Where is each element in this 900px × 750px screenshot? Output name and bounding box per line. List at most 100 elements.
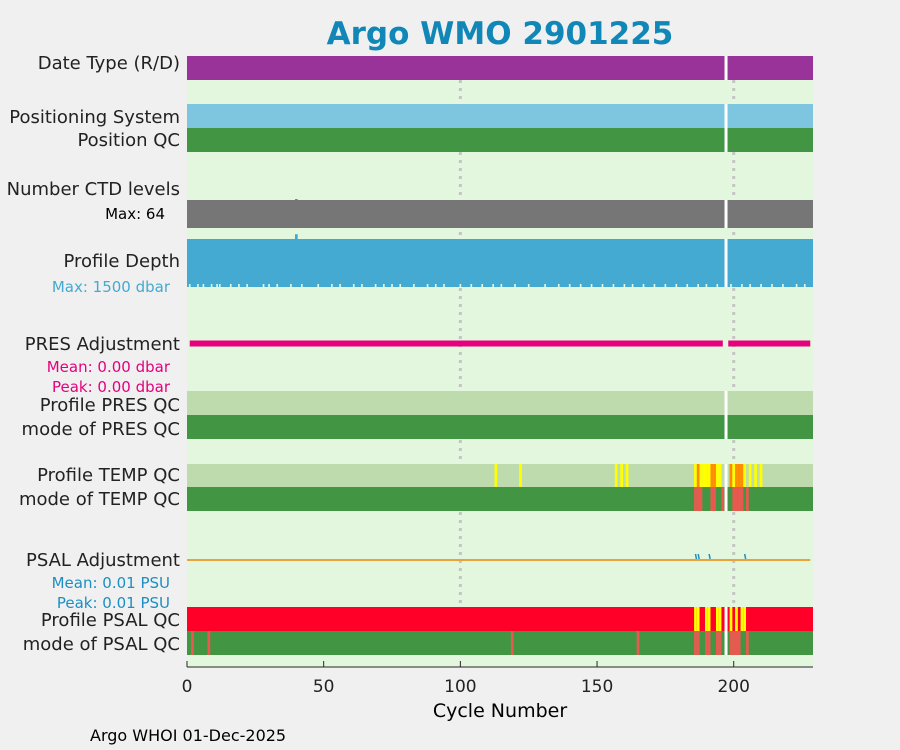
profile-depth-gap [262,284,265,287]
profile-depth-spike [294,234,298,239]
temp-qc-flag [620,464,624,487]
psal-mode-flag [705,631,708,655]
psal-adjust-tick [743,553,747,560]
psal-qc-flag [743,607,747,631]
row-label-date-type: Date Type (R/D) [38,53,180,74]
temp-qc-flag [614,464,618,487]
psal-mode-flag [737,631,741,655]
row-label-profile-psal-qc: Profile PSAL QC [41,610,180,631]
temp-mode-flag [721,487,725,511]
row-label-mode-temp-qc: mode of TEMP QC [19,489,180,510]
profile-depth-gap [210,284,213,287]
x-tick-label-150: 150 [581,677,613,697]
profile-depth-gap [216,284,218,287]
temp-mode-flag [694,487,697,511]
temp-qc-flag [754,464,757,487]
temp-qc-flag [494,464,498,487]
temp-qc-flag [710,464,714,487]
x-tick-label-200: 200 [717,677,749,697]
missing-cycle-gap [724,391,728,415]
temp-qc-flag [759,464,763,487]
temp-mode-flag [746,487,749,511]
profile-depth-gap [760,284,762,287]
psal-qc-flag [718,607,722,631]
missing-cycle-gap [724,128,728,152]
missing-cycle-gap [724,464,728,487]
psal-adjust-tick [697,553,700,560]
x-axis: 0 50 100 150 200 [182,661,813,697]
temp-qc-flag [625,464,629,487]
band-positioning [187,104,813,128]
row-label-mode-psal-qc: mode of PSAL QC [23,634,180,655]
band-profile-temp-qc [187,464,813,487]
temp-qc-flag [707,464,711,487]
band-profile-pres-qc [187,391,813,415]
pres-adjust-line [189,340,723,347]
row-labels: Date Type (R/D) Positioning SystemPositio… [7,53,180,655]
psal-mode-flag [718,631,722,655]
band-position-qc [187,128,813,152]
profile-depth-gap [300,284,303,287]
psal-mode-flag [636,631,640,655]
psal-qc-flag [735,607,738,631]
profile-depth-gap [470,284,473,287]
profile-depth-bar [187,239,813,287]
missing-cycle-gap [724,56,728,80]
temp-mode-flag [735,487,738,511]
temp-qc-flag [743,464,747,487]
profile-depth-gap [741,284,743,287]
footer-credit: Argo WHOI 01-Dec-2025 [90,726,286,745]
temp-qc-flag [519,464,522,487]
band-mode-temp-qc [187,487,813,511]
profile-depth-gap [352,284,355,287]
profile-depth-gap [202,284,205,287]
temp-mode-flag [710,487,714,511]
row-label-mode-pres-qc: mode of PRES QC [22,419,180,440]
profile-depth-gap [527,284,530,287]
missing-cycle-gap [724,607,728,631]
row-stat-pres-adjust-0: Mean: 0.00 dbar [47,358,171,376]
psal-qc-flag [694,607,697,631]
profile-depth-gap [631,284,634,287]
chart-title: Argo WMO 2901225 [327,16,674,52]
profile-depth-gap [795,284,798,287]
profile-depth-gap [653,284,656,287]
band-date-type [187,56,813,80]
profile-depth-gap [197,284,199,287]
pres-adjust-line [728,340,811,347]
profile-depth-gap [481,284,484,287]
ctd-spike [294,199,298,200]
psal-qc-flag [707,607,711,631]
profile-depth-gap [399,284,402,287]
temp-qc-flag [699,464,703,487]
profile-depth-gap [246,284,248,287]
temp-qc-flag [732,464,736,487]
profile-depth-gap [697,284,700,287]
psal-mode-flag [510,631,514,655]
profile-depth-gap [317,284,320,287]
psal-mode-flag [746,631,749,655]
x-axis-label: Cycle Number [433,700,567,722]
band-mode-pres-qc [187,415,813,439]
profile-depth-gap [383,284,385,287]
profile-depth-gap [749,284,751,287]
row-stat-pres-adjust-1: Peak: 0.00 dbar [52,378,171,396]
profile-depth-gap [500,284,503,287]
missing-cycle-gap [724,487,728,511]
profile-depth-gap [623,284,626,287]
psal-mode-flag [735,631,738,655]
psal-qc-flag [715,607,719,631]
temp-qc-flag [737,464,741,487]
psal-mode-flag [707,631,711,655]
psal-mode-flag [715,631,719,655]
psal-mode-flag [191,631,194,655]
missing-cycle-gap [724,239,728,287]
series-layer [187,56,813,655]
profile-depth-gap [339,284,341,287]
profile-depth-gap [413,284,415,287]
profile-depth-gap [590,284,593,287]
profile-depth-gap [188,284,191,287]
psal-qc-flag [696,607,700,631]
profile-depth-gap [771,284,773,287]
row-label-position-qc: Position QC [77,130,180,151]
